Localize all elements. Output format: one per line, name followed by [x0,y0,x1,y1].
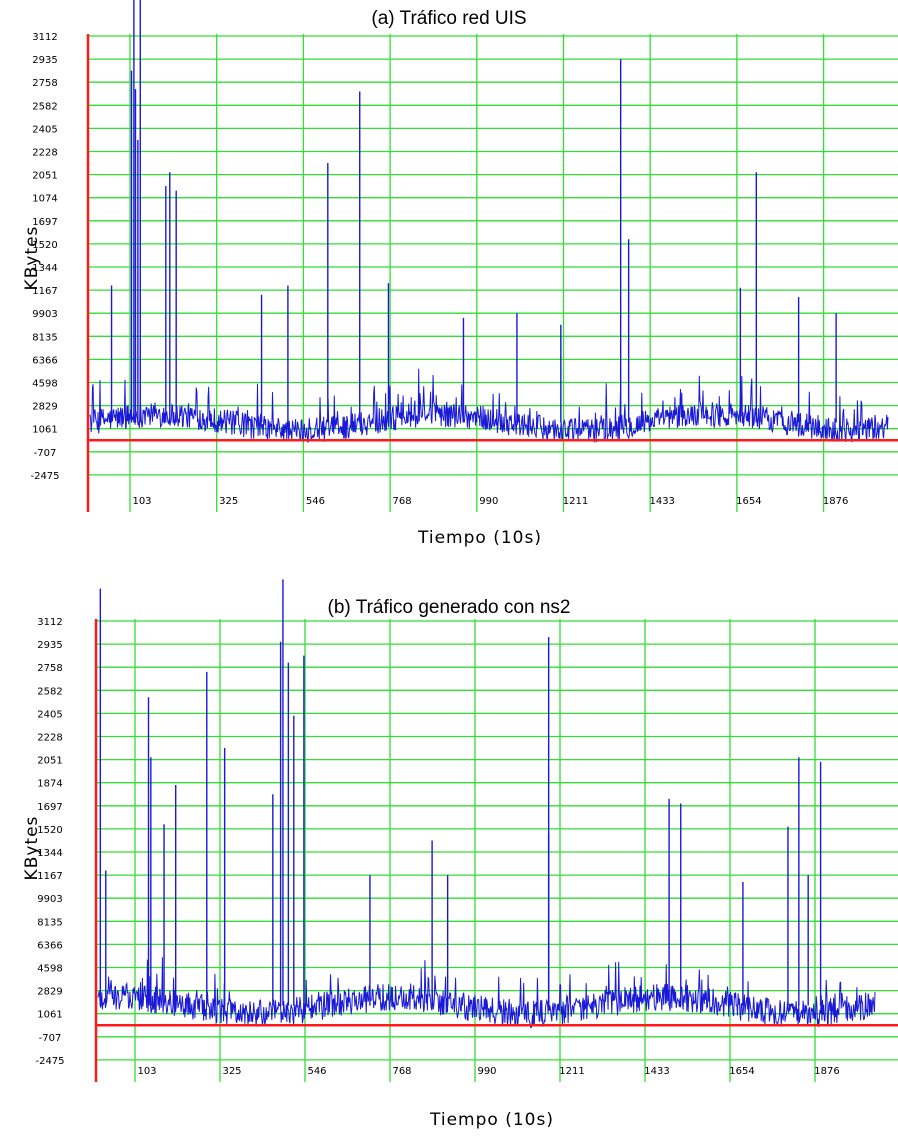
y-tick-label: 2582 [32,101,57,112]
y-tick-label: 2935 [37,640,62,651]
x-tick-label: 990 [479,496,498,507]
y-tick-label: 1520 [32,240,57,251]
y-tick-label: 8135 [32,332,57,343]
y-tick-label: 1874 [37,779,62,790]
x-tick-label: 103 [132,496,151,507]
x-tick-label: 1654 [729,1066,754,1077]
chart-a: (a) Tráfico red UIS KBytes 3112 2935 2758 2… [0,0,898,560]
y-tick-label: 2935 [32,55,57,66]
x-tick-label: 1876 [823,496,848,507]
x-axis-label: Tiempo (10s) [430,1110,554,1130]
x-tick-label: 1654 [736,496,761,507]
y-tick-label: 1344 [32,263,57,274]
series-line [97,957,876,1028]
y-tick-label: 9903 [37,894,62,905]
chart-title: (b) Tráfico generado con ns2 [327,597,571,618]
x-tick-label: 1433 [644,1066,669,1077]
x-tick-label: 546 [306,496,325,507]
y-tick-label: 2758 [37,663,62,674]
y-tick-label: 1074 [32,194,57,205]
y-tick-label: 4598 [37,964,62,975]
y-tick-label: 3112 [32,32,57,43]
y-tick-label: 1167 [37,871,62,882]
x-tick-label: 325 [222,1066,241,1077]
y-tick-label: 2228 [37,733,62,744]
x-tick-label: 990 [477,1066,496,1077]
y-tick-label: 1344 [37,848,62,859]
plot-area: 3112 2935 2758 2582 2405 2228 2051 1074 1697 1520… [30,0,898,512]
y-tick-label: 2829 [37,987,62,998]
y-tick-label: 6366 [32,355,57,366]
y-tick-label: 6366 [37,940,62,951]
y-tick-label: 2829 [32,402,57,413]
y-tick-label: 2758 [32,78,57,89]
y-tick-label: 2228 [32,148,57,159]
y-tick-label: 2051 [32,171,57,182]
x-tick-label: 768 [392,1066,411,1077]
y-tick-label: 2405 [32,124,57,135]
x-tick-label: 103 [137,1066,156,1077]
y-tick-label: 2405 [37,709,62,720]
x-axis-label: Tiempo (10s) [418,528,542,548]
y-tick-label: -2475 [35,1056,64,1067]
y-tick-label: 4598 [32,379,57,390]
y-tick-label: 1061 [37,1010,62,1021]
y-tick-label: 1167 [32,286,57,297]
x-tick-label: 1876 [814,1066,839,1077]
y-tick-label: -707 [34,448,57,459]
y-tick-label: 1697 [32,217,57,228]
x-tick-label: 768 [393,496,412,507]
y-tick-label: -2475 [30,471,59,482]
y-tick-label: 1061 [32,425,57,436]
y-tick-label: 1520 [37,825,62,836]
y-tick-label: 2582 [37,686,62,697]
x-tick-label: 1433 [649,496,674,507]
x-tick-label: 1211 [563,496,588,507]
series-line [89,368,889,443]
y-tick-label: 2051 [37,756,62,767]
y-tick-label: -707 [39,1033,62,1044]
chart-title: (a) Tráfico red UIS [371,8,527,29]
y-tick-label: 1697 [37,802,62,813]
x-tick-label: 546 [307,1066,326,1077]
y-tick-label: 8135 [37,917,62,928]
x-tick-label: 325 [219,496,238,507]
y-tick-label: 3112 [37,617,62,628]
x-tick-label: 1211 [559,1066,584,1077]
y-tick-label: 9903 [32,309,57,320]
